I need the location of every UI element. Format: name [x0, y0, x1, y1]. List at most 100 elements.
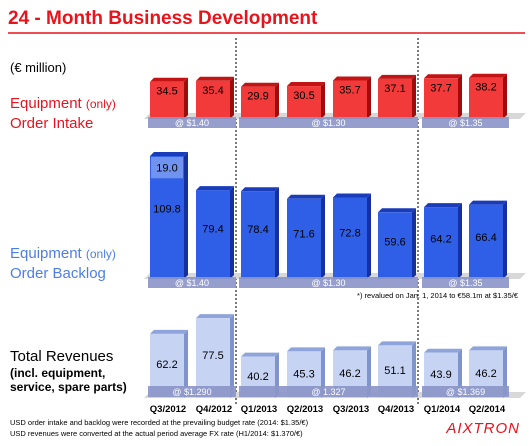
backlog-bar-front [241, 191, 275, 279]
backlog-bar-q1-2013 [241, 187, 279, 279]
revenues-fx-band-3 [422, 386, 509, 397]
backlog-bar-top [424, 203, 462, 208]
revenues-bar-top [333, 346, 371, 351]
backlog-bar-top [196, 186, 234, 191]
unit-label: (€ million) [10, 60, 66, 75]
backlog-bar-front [287, 198, 321, 279]
svg-text:Equipment (only): Equipment (only) [10, 245, 116, 262]
backlog-bar-front [196, 190, 230, 279]
intake-value-label: 35.7 [339, 84, 360, 96]
revenues-value-label: 45.3 [293, 368, 314, 380]
revenues-value-label: 40.2 [247, 371, 268, 383]
backlog-value-label: 59.6 [384, 236, 405, 248]
intake-value-label: 37.7 [430, 82, 451, 94]
intake-bar-top [287, 82, 325, 87]
revenues-bar-top [378, 341, 416, 346]
revenues-bar-top [287, 347, 325, 352]
backlog-bar-top [378, 208, 416, 213]
intake-label-line2: Order Intake [10, 115, 93, 132]
aixtron-logo: AIXTRON [445, 420, 520, 437]
backlog-value-label: 64.2 [430, 233, 451, 245]
backlog-bar-side [184, 152, 188, 279]
backlog-value-label: 79.4 [202, 223, 223, 235]
intake-bar-front [150, 81, 184, 119]
backlog-bar-front [378, 212, 412, 279]
revenues-bar-top [150, 329, 188, 334]
backlog-value-label: 72.8 [339, 228, 360, 240]
backlog-bar-q3-2013 [333, 193, 371, 279]
intake-bar-side [412, 74, 416, 119]
intake-fx-band-1 [148, 117, 236, 128]
intake-bar-front [287, 86, 321, 119]
intake-label-main: Equipment [10, 95, 83, 112]
backlog-value-label: 109.8 [153, 204, 181, 216]
backlog-bar-top [241, 187, 279, 192]
revenues-bar-side [412, 341, 416, 398]
backlog-bar-q4-2013 [378, 208, 416, 279]
intake-value-label: 37.1 [384, 83, 405, 95]
revenues-bar-top [424, 348, 462, 353]
intake-fx-label-1: @ $1.40 [175, 118, 209, 128]
footnote-1: USD order intake and backlog were record… [10, 418, 309, 427]
backlog-value-label: 78.4 [247, 224, 268, 236]
revenues-label-line3: service, spare parts) [10, 380, 127, 394]
backlog-bar-side [367, 193, 371, 279]
backlog-bar-front [469, 204, 503, 279]
intake-bar-q4-2012 [196, 76, 234, 119]
backlog-fx-label-2: @ $1.30 [311, 278, 345, 288]
intake-bar-side [321, 82, 325, 119]
intake-bar-q2-2014 [469, 73, 507, 119]
backlog-bar-side [458, 203, 462, 279]
revenues-value-label: 46.2 [475, 368, 496, 380]
label-order-backlog: Equipment (only) Order Backlog [10, 245, 116, 282]
slide-title: 24 - Month Business Development [8, 8, 318, 29]
revenues-bar-top [241, 352, 279, 357]
revenues-fx-label-3: @ $1.369 [446, 387, 485, 397]
category-label: Q2/2014 [469, 404, 506, 415]
revenues-label-main: Total Revenues [10, 348, 113, 365]
category-label: Q1/2013 [241, 404, 277, 415]
intake-fx-band-2 [239, 117, 418, 128]
intake-bar-top [469, 73, 507, 78]
category-label: Q1/2014 [424, 404, 461, 415]
revenues-label-line2: (incl. equipment, [10, 366, 105, 380]
revenues-bar-top [469, 346, 507, 351]
intake-bar-front [378, 78, 412, 119]
backlog-fx-band-3 [422, 277, 509, 288]
revenues-value-label: 46.2 [339, 368, 360, 380]
intake-bar-q1-2014 [424, 74, 462, 119]
intake-bar-front [333, 80, 367, 119]
backlog-bar-side [503, 200, 507, 279]
intake-value-label: 35.4 [202, 85, 223, 97]
revenues-value-label: 51.1 [384, 365, 405, 377]
intake-label-small: (only) [86, 97, 116, 111]
intake-bar-side [275, 82, 279, 119]
intake-bar-top [196, 76, 234, 81]
backlog-value-label: 66.4 [475, 232, 496, 244]
backlog-fx-label-1: @ $1.40 [175, 278, 209, 288]
intake-fx-band-3 [422, 117, 509, 128]
backlog-bar-front [424, 207, 458, 279]
backlog-revaluation-label: 19.0 [156, 163, 177, 175]
intake-bar-top [333, 76, 371, 81]
intake-fx-label-2: @ $1.30 [311, 118, 345, 128]
category-label: Q2/2013 [287, 404, 323, 415]
label-order-intake: Equipment (only) Order Intake [10, 95, 116, 132]
intake-bar-side [458, 74, 462, 119]
backlog-bar-q2-2013 [287, 194, 325, 279]
revenues-bar-side [503, 346, 507, 398]
intake-fx-label-3: @ $1.35 [448, 118, 482, 128]
intake-value-label: 38.2 [475, 82, 496, 94]
revenues-bar-front [196, 318, 230, 398]
revenues-value-label: 43.9 [430, 369, 451, 381]
category-label: Q4/2013 [378, 404, 414, 415]
intake-bar-top [378, 74, 416, 79]
intake-bar-q4-2013 [378, 74, 416, 119]
intake-bar-top [424, 74, 462, 79]
revenues-bar-side [230, 314, 234, 398]
backlog-bar-q2-2014 [469, 200, 507, 279]
intake-bar-front [241, 86, 275, 119]
revenues-bar-side [367, 346, 371, 398]
backlog-bar-top [150, 152, 188, 157]
